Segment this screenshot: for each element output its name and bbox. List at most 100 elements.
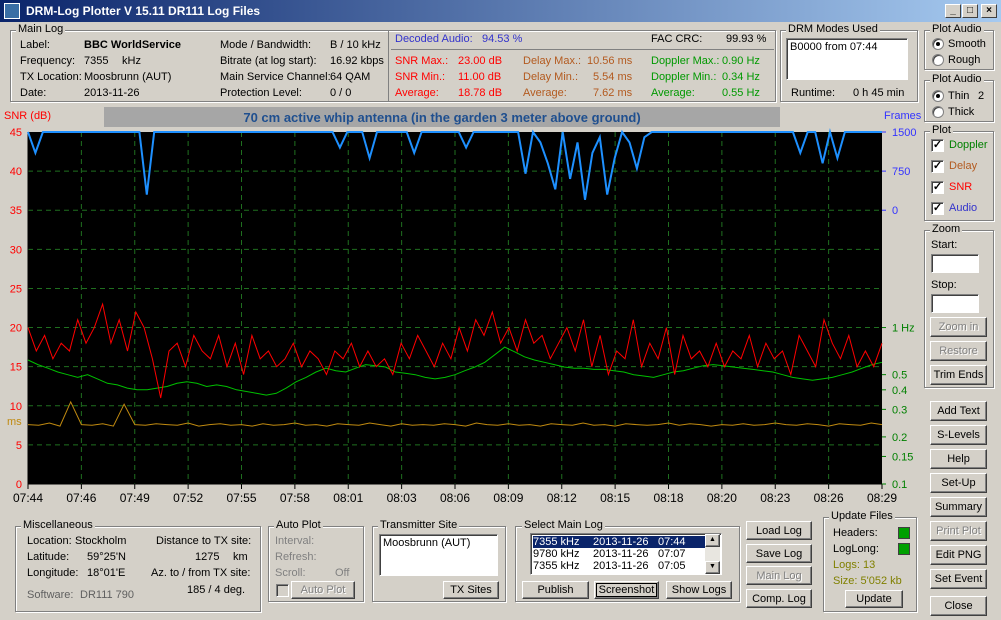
fac-crc-key: FAC CRC: bbox=[651, 33, 703, 45]
plot-title: Plot bbox=[930, 124, 953, 136]
show-logs-button[interactable]: Show Logs bbox=[666, 581, 732, 599]
hz-tick-label: 0.5 bbox=[892, 370, 907, 382]
doppler-min-value: 0.34 Hz bbox=[722, 71, 760, 83]
hz-tick-label: 0.1 bbox=[892, 479, 907, 491]
add-text-button[interactable]: Add Text bbox=[930, 401, 987, 421]
logs-size: Size: 5'052 kb bbox=[833, 575, 902, 587]
delay-avg-value: 7.62 ms bbox=[593, 87, 633, 99]
log-list-item[interactable]: 7355 kHz 2013-11-26 07:44 bbox=[533, 536, 705, 548]
refresh-label: Refresh: bbox=[275, 551, 317, 563]
setup-button[interactable]: Set-Up bbox=[930, 473, 987, 493]
tx-sites-button[interactable]: TX Sites bbox=[443, 581, 499, 599]
decoded-audio-value: 94.53 % bbox=[482, 33, 523, 45]
x-tick-label: 08:29 bbox=[867, 491, 897, 505]
x-tick-label: 08:18 bbox=[653, 491, 683, 505]
delay-checkbox[interactable]: ✓ bbox=[931, 160, 944, 173]
frames-tick-label: 1500 bbox=[892, 127, 916, 139]
auto-plot-button[interactable]: Auto Plot bbox=[291, 581, 355, 599]
list-scrollbar[interactable]: ▲ ▼ bbox=[705, 534, 720, 574]
doppler-avg-key: Average: bbox=[651, 87, 695, 99]
interval-label: Interval: bbox=[275, 535, 315, 547]
edit-png-button[interactable]: Edit PNG bbox=[930, 545, 987, 565]
zoom-title: Zoom bbox=[930, 223, 963, 235]
x-tick-label: 07:58 bbox=[280, 491, 310, 505]
tx-location-value: Moosbrunn (AUT) bbox=[84, 71, 172, 83]
log-list-item[interactable]: 7355 kHz 2013-11-26 07:05 bbox=[533, 560, 705, 572]
protection-value: 0 / 0 bbox=[330, 87, 352, 99]
screenshot-button[interactable]: Screenshot bbox=[594, 581, 659, 599]
auto-plot-checkbox[interactable] bbox=[276, 584, 289, 597]
misc-title: Miscellaneous bbox=[21, 519, 95, 531]
publish-button[interactable]: Publish bbox=[522, 581, 589, 599]
window-title: DRM-Log Plotter V 15.11 DR111 Log Files bbox=[26, 4, 261, 18]
summary-button[interactable]: Summary bbox=[930, 497, 987, 517]
scroll-value: Off bbox=[335, 567, 350, 579]
latitude-value: 59°25'N bbox=[87, 551, 126, 563]
zoom-in-button[interactable]: Zoom in bbox=[930, 317, 987, 337]
set-event-button[interactable]: Set Event bbox=[930, 569, 987, 589]
msc-key: Main Service Channel: bbox=[220, 71, 331, 83]
y-tick-label: 45 bbox=[10, 127, 22, 139]
thin-width-value: 2 bbox=[978, 90, 985, 102]
load-log-button[interactable]: Load Log bbox=[746, 521, 812, 540]
transmitter-site-box[interactable]: Moosbrunn (AUT) bbox=[379, 534, 498, 576]
msc-value: 64 QAM bbox=[330, 71, 371, 83]
doppler-min-key: Doppler Min.: bbox=[651, 71, 717, 83]
save-log-button[interactable]: Save Log bbox=[746, 544, 812, 563]
x-tick-label: 07:55 bbox=[226, 491, 256, 505]
x-tick-label: 08:20 bbox=[707, 491, 737, 505]
log-date: 2013-11-26 bbox=[593, 536, 649, 548]
mode-key: Mode / Bandwidth: bbox=[220, 39, 312, 51]
audio-checkbox[interactable]: ✓ bbox=[931, 202, 944, 215]
runtime-value: 0 h 45 min bbox=[853, 87, 905, 99]
snr-max-value: 23.00 dB bbox=[458, 55, 503, 67]
x-tick-label: 08:15 bbox=[600, 491, 630, 505]
chart-title: 70 cm active whip antenna (in the garden… bbox=[243, 110, 640, 125]
trim-ends-button[interactable]: Trim Ends bbox=[930, 365, 987, 385]
audio-label: Audio bbox=[949, 202, 978, 214]
label-key: Label: bbox=[20, 39, 50, 51]
thin-radio[interactable] bbox=[932, 90, 944, 102]
thick-radio[interactable] bbox=[932, 106, 944, 118]
close-button[interactable]: Close bbox=[930, 596, 987, 616]
drm-modes-title: DRM Modes Used bbox=[786, 23, 880, 35]
zoom-stop-input[interactable] bbox=[931, 294, 979, 313]
scroll-label: Scroll: bbox=[275, 567, 306, 579]
x-tick-label: 08:26 bbox=[814, 491, 844, 505]
print-plot-button[interactable]: Print Plot bbox=[930, 521, 987, 541]
main-log-list[interactable]: 7355 kHz 2013-11-26 07:44 9780 kHz 2013-11-2… bbox=[530, 533, 722, 575]
rough-radio[interactable] bbox=[932, 54, 944, 66]
delay-max-value: 10.56 ms bbox=[587, 55, 633, 67]
maximize-button[interactable]: □ bbox=[962, 4, 978, 18]
snr-max-key: SNR Max.: bbox=[395, 55, 449, 67]
snr-checkbox[interactable]: ✓ bbox=[931, 181, 944, 194]
y-tick-label: 15 bbox=[10, 362, 22, 374]
x-tick-label: 08:06 bbox=[440, 491, 470, 505]
close-window-button[interactable]: × bbox=[981, 4, 997, 18]
x-tick-label: 08:01 bbox=[333, 491, 363, 505]
restore-button[interactable]: Restore bbox=[930, 341, 987, 361]
smooth-radio[interactable] bbox=[932, 38, 944, 50]
left-axis-label: SNR (dB) bbox=[4, 110, 51, 122]
help-button[interactable]: Help bbox=[930, 449, 987, 469]
y-tick-label: 30 bbox=[10, 244, 22, 256]
drm-modes-list[interactable]: B0000 from 07:44 bbox=[786, 38, 908, 80]
main-log-button[interactable]: Main Log bbox=[746, 566, 812, 585]
zoom-start-input[interactable] bbox=[931, 254, 979, 273]
update-files-title: Update Files bbox=[829, 510, 895, 522]
software-key: Software: bbox=[27, 589, 74, 601]
comp-log-button[interactable]: Comp. Log bbox=[746, 589, 812, 608]
scroll-up-icon[interactable]: ▲ bbox=[705, 534, 720, 547]
scroll-down-icon[interactable]: ▼ bbox=[705, 561, 720, 574]
log-list-item[interactable]: 9780 kHz 2013-11-26 07:07 bbox=[533, 548, 705, 560]
log-time: 07:07 bbox=[658, 548, 686, 560]
minimize-button[interactable]: _ bbox=[945, 4, 961, 18]
s-levels-button[interactable]: S-Levels bbox=[930, 425, 987, 445]
y-tick-label: 25 bbox=[10, 283, 22, 295]
doppler-checkbox[interactable]: ✓ bbox=[931, 139, 944, 152]
ms-label: ms bbox=[7, 416, 22, 428]
y-tick-label: 20 bbox=[10, 323, 22, 335]
zoom-start-label: Start: bbox=[931, 239, 958, 251]
log-time: 07:05 bbox=[658, 560, 686, 572]
update-button[interactable]: Update bbox=[845, 590, 903, 608]
